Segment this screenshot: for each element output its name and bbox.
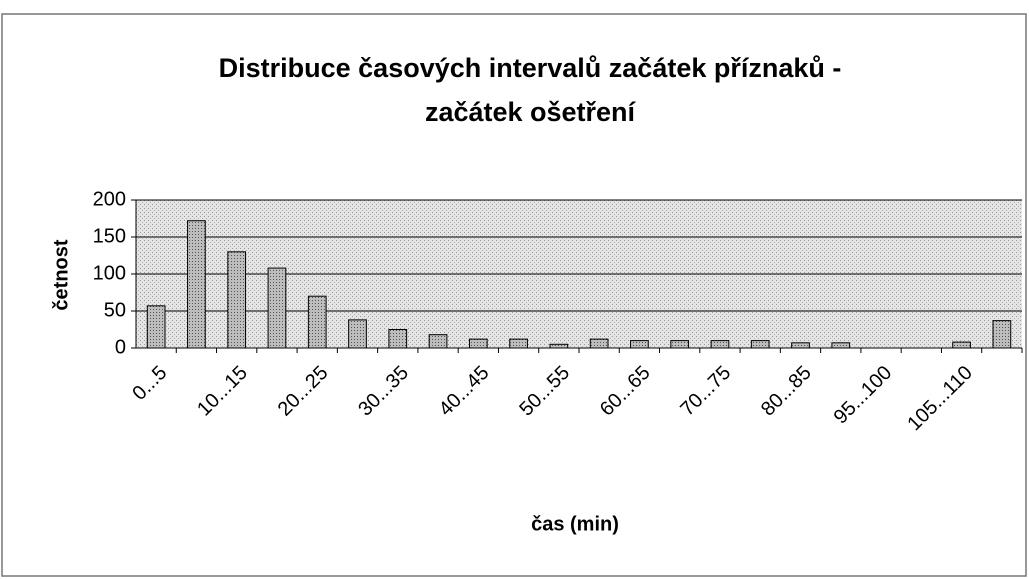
- x-tick-label: 60...65: [596, 362, 655, 421]
- x-axis-label: čas (min): [531, 513, 619, 535]
- bar: [509, 338, 528, 349]
- y-tick-label: 100: [93, 262, 126, 284]
- bar: [348, 319, 367, 349]
- bar: [307, 295, 327, 349]
- bar: [791, 342, 810, 349]
- chart-title: začátek ošetření: [425, 97, 637, 127]
- bar: [388, 329, 408, 349]
- bar: [227, 251, 247, 349]
- x-tick-label: 0...5: [128, 362, 171, 405]
- y-tick-label: 0: [115, 336, 126, 358]
- y-tick-label: 50: [104, 299, 126, 321]
- x-tick-label: 40...45: [435, 362, 494, 421]
- bar: [187, 220, 206, 349]
- bar: [992, 320, 1012, 349]
- x-tick-label: 80...85: [757, 362, 816, 421]
- y-tick-label: 200: [93, 188, 126, 210]
- bar: [428, 334, 448, 349]
- x-tick-label: 105...110: [903, 362, 976, 435]
- x-tick-label: 10...15: [193, 362, 252, 421]
- bar: [670, 340, 690, 349]
- bar: [952, 341, 971, 349]
- bar: [468, 338, 488, 349]
- bar: [589, 338, 609, 349]
- bar: [750, 340, 770, 349]
- x-tick-label: 70...75: [676, 362, 735, 421]
- bar: [630, 340, 649, 349]
- x-tick-label: 50...55: [515, 362, 574, 421]
- chart-title: Distribuce časových intervalů začátek př…: [219, 53, 842, 83]
- bar: [710, 340, 730, 349]
- frame: [1, 13, 1027, 577]
- x-tick-label: 95...100: [830, 362, 897, 429]
- bar: [549, 343, 569, 349]
- bar: [267, 267, 287, 349]
- bar: [831, 342, 851, 349]
- x-tick-label: 30...35: [354, 362, 413, 421]
- bar: [146, 305, 166, 349]
- y-tick-label: 150: [93, 225, 126, 247]
- x-tick-label: 20...25: [274, 362, 333, 421]
- y-axis-label: četnost: [50, 239, 72, 310]
